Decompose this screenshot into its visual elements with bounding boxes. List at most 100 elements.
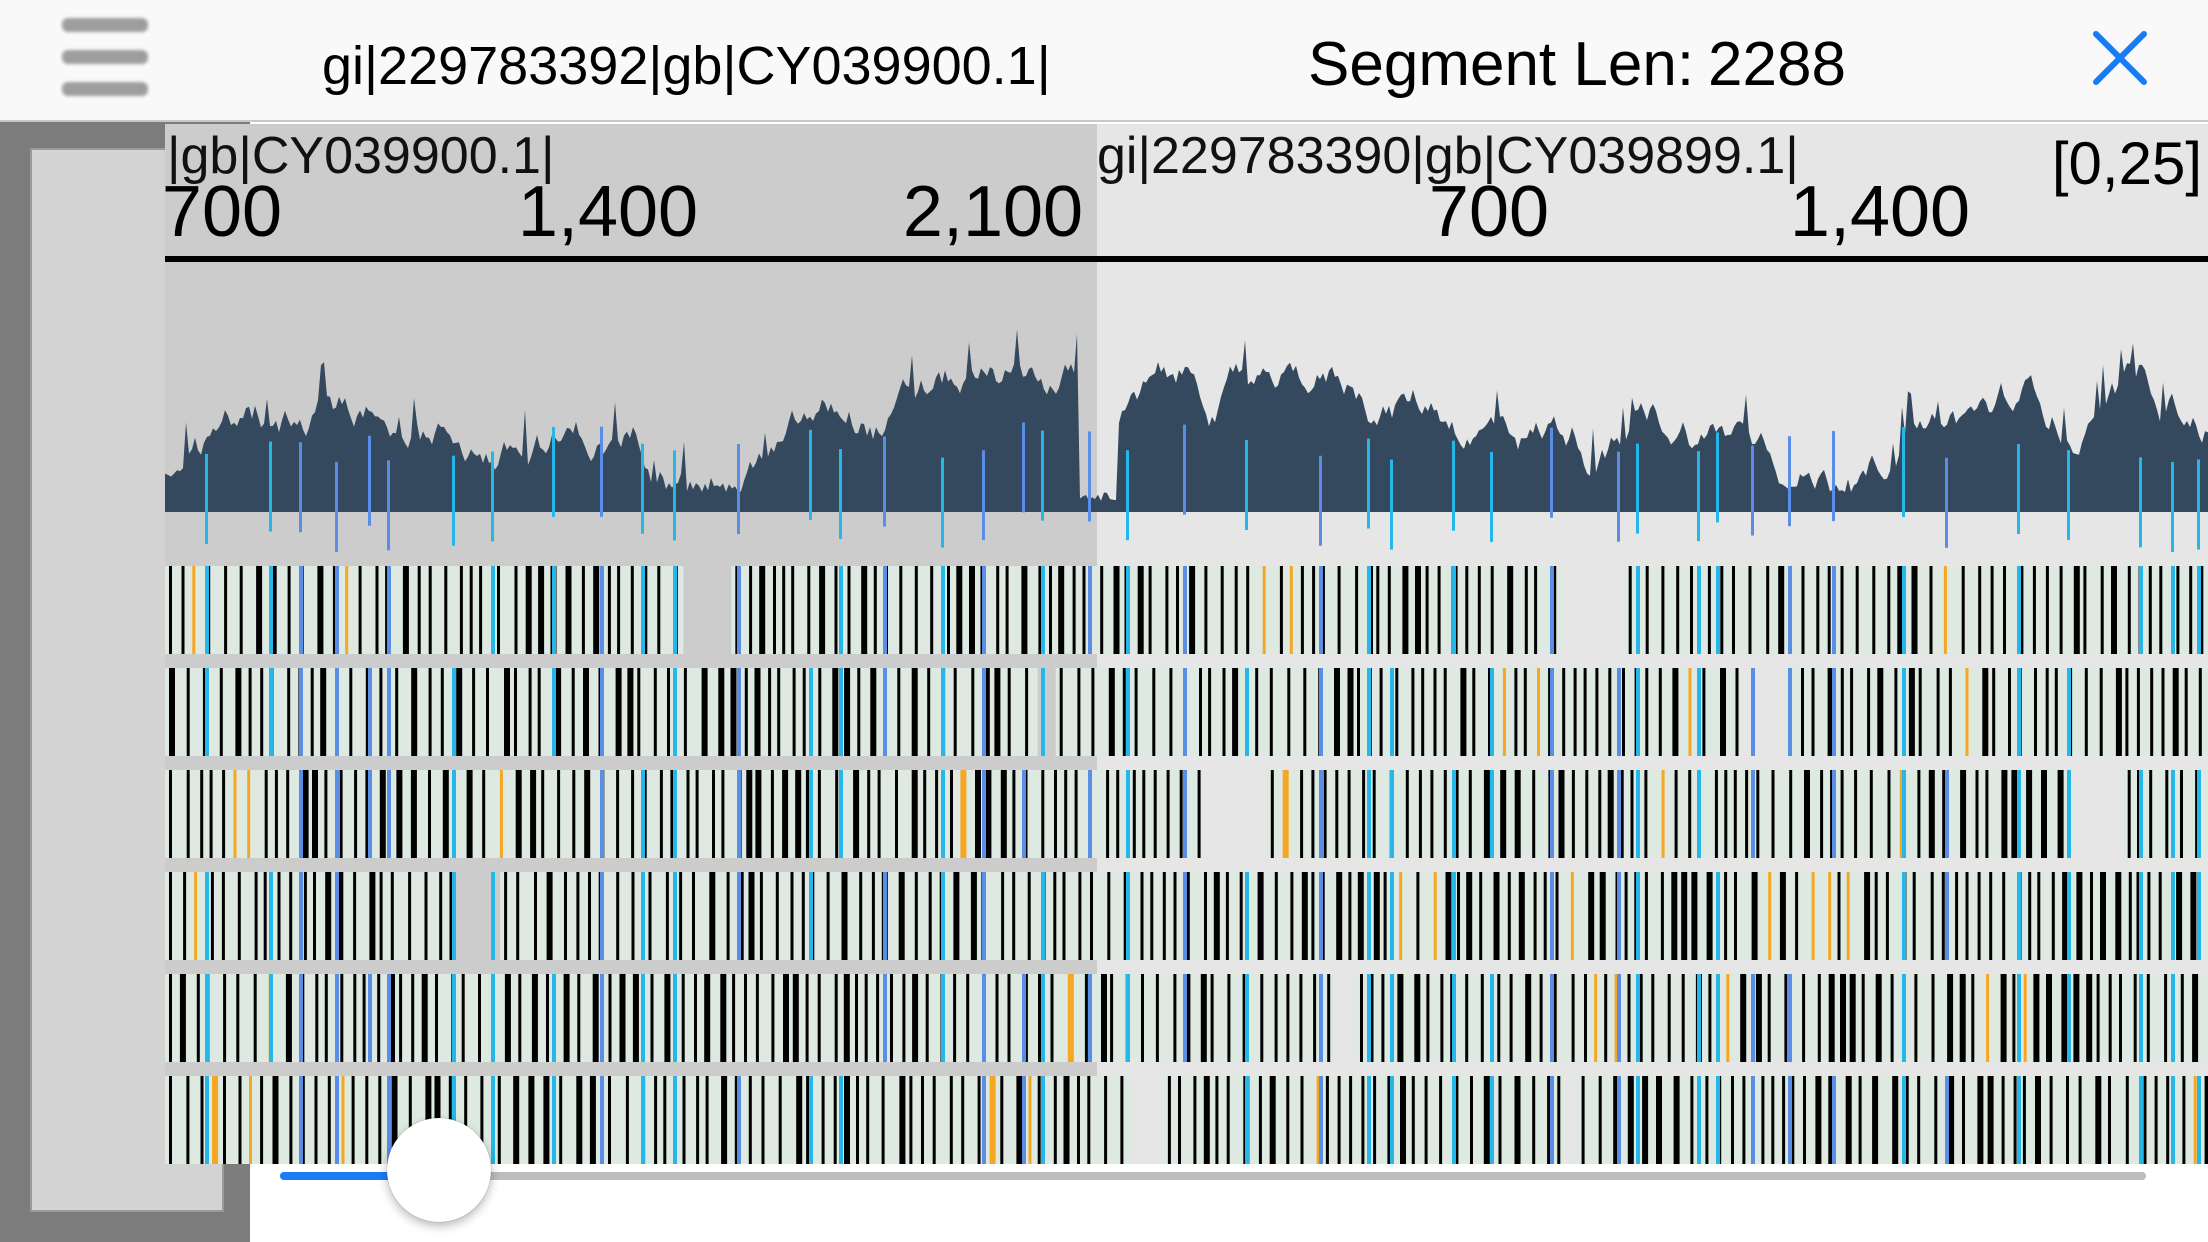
- read-variant-mark: [673, 1076, 677, 1164]
- read-base-mark: [1766, 566, 1770, 654]
- read-base-mark: [541, 770, 545, 858]
- read-variant-mark: [1367, 566, 1371, 654]
- read-variant-mark: [1126, 872, 1130, 960]
- coverage-variant-mark: [1390, 459, 1393, 550]
- read-row-segment: [1391, 668, 1740, 756]
- read-base-mark: [2037, 872, 2041, 960]
- read-row-segment: [165, 566, 684, 654]
- read-base-mark: [1226, 1076, 1230, 1164]
- read-base-mark: [692, 872, 695, 960]
- read-base-mark: [1671, 872, 1678, 960]
- read-base-mark: [1604, 974, 1608, 1062]
- read-base-mark: [1493, 872, 1500, 960]
- read-base-mark: [832, 668, 839, 756]
- read-variant-mark: [1902, 566, 1906, 654]
- read-base-mark: [1084, 974, 1088, 1062]
- read-base-mark: [2002, 872, 2006, 960]
- read-base-mark: [1123, 872, 1127, 960]
- read-base-mark: [1155, 974, 1159, 1062]
- read-base-mark: [631, 872, 635, 960]
- read-base-mark: [186, 1076, 190, 1164]
- read-base-mark: [169, 1076, 172, 1164]
- read-base-mark: [324, 974, 328, 1062]
- read-base-mark: [921, 1076, 924, 1164]
- alignment-viewer[interactable]: |gb|CY039900.1| gi|229783390|gb|CY039899…: [165, 124, 2208, 1164]
- read-base-mark: [1336, 872, 1343, 960]
- read-base-mark: [2057, 770, 2064, 858]
- read-base-mark: [1598, 770, 1602, 858]
- read-base-mark: [186, 770, 190, 858]
- read-base-mark: [1661, 566, 1665, 654]
- read-variant-mark: [1183, 566, 1187, 654]
- coverage-variant-mark: [737, 444, 740, 535]
- slider-track[interactable]: [280, 1172, 2146, 1180]
- read-base-mark: [1965, 872, 1969, 960]
- read-base-mark: [1000, 770, 1007, 858]
- read-base-mark: [2001, 1076, 2005, 1164]
- read-base-mark: [890, 974, 893, 1062]
- read-base-mark: [615, 668, 622, 756]
- read-variant-mark: [269, 974, 273, 1062]
- read-variant-mark: [1088, 566, 1092, 654]
- read-base-mark: [1054, 770, 1057, 858]
- read-base-mark: [1425, 566, 1429, 654]
- read-variant-mark: [2017, 974, 2021, 1062]
- coverage-variant-mark: [1183, 424, 1186, 515]
- read-base-mark: [379, 872, 383, 960]
- read-base-mark: [1755, 974, 1762, 1062]
- read-base-mark: [1239, 872, 1243, 960]
- read-base-mark: [1395, 668, 1399, 756]
- read-variant-mark: [2067, 770, 2071, 858]
- hamburger-menu-icon[interactable]: [62, 16, 148, 102]
- read-base-mark: [1290, 872, 1294, 960]
- read-variant-mark: [1716, 566, 1720, 654]
- read-base-mark: [1072, 566, 1076, 654]
- read-base-mark: [2147, 872, 2151, 960]
- read-base-mark: [2150, 668, 2154, 756]
- position-slider[interactable]: [280, 1118, 2150, 1222]
- read-base-mark: [790, 872, 794, 960]
- read-base-mark: [1914, 974, 1918, 1062]
- read-base-mark: [805, 770, 812, 858]
- read-base-mark: [572, 770, 576, 858]
- read-base-mark: [1962, 1076, 1965, 1164]
- read-variant-mark: [1550, 668, 1554, 756]
- read-base-mark: [1548, 668, 1552, 756]
- read-base-mark: [755, 974, 759, 1062]
- read-base-mark: [2143, 1076, 2147, 1164]
- read-base-mark: [1153, 770, 1157, 858]
- read-base-mark: [704, 974, 711, 1062]
- read-base-mark: [1100, 566, 1104, 654]
- read-base-mark: [514, 668, 517, 756]
- read-base-mark: [1411, 668, 1415, 756]
- coverage-variant-mark: [982, 450, 985, 541]
- read-variant-mark: [2067, 974, 2071, 1062]
- read-base-mark: [289, 1076, 293, 1164]
- read-base-mark: [1672, 668, 1679, 756]
- read-base-mark: [2000, 974, 2007, 1062]
- read-variant-mark: [387, 1076, 391, 1164]
- read-base-mark: [395, 668, 399, 756]
- read-base-mark: [1323, 770, 1327, 858]
- read-base-mark: [1204, 566, 1208, 654]
- read-base-mark: [1012, 872, 1016, 960]
- read-variant-mark: [673, 770, 677, 858]
- read-base-mark: [1917, 770, 1921, 858]
- read-base-mark: [1816, 566, 1820, 654]
- read-base-mark: [1053, 872, 1057, 960]
- read-base-mark: [1120, 1076, 1124, 1164]
- read-variant-mark: [839, 770, 843, 858]
- read-base-mark: [1418, 770, 1422, 858]
- read-base-mark: [608, 974, 612, 1062]
- read-base-mark: [956, 566, 963, 654]
- slider-thumb[interactable]: [387, 1118, 491, 1222]
- read-row-segment: [1833, 872, 2133, 960]
- read-base-mark: [1106, 770, 1110, 858]
- read-variant-mark: [1617, 1076, 1621, 1164]
- read-base-mark: [236, 974, 240, 1062]
- read-base-mark: [391, 1076, 398, 1164]
- read-base-mark: [1867, 668, 1871, 756]
- coverage-variant-mark: [1788, 436, 1791, 527]
- read-base-mark: [1899, 770, 1903, 858]
- close-button[interactable]: [2090, 28, 2150, 88]
